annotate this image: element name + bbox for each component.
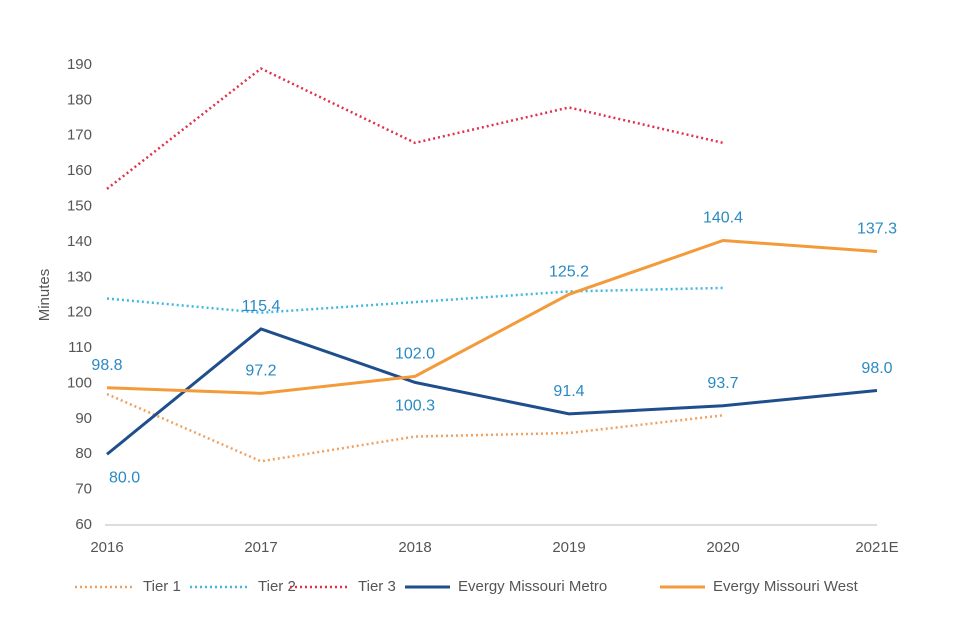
y-tick-label: 140 xyxy=(67,233,92,250)
data-label: 102.0 xyxy=(395,346,435,363)
x-tick-label: 2017 xyxy=(244,539,277,556)
data-label: 98.0 xyxy=(861,360,892,377)
data-label: 100.3 xyxy=(395,398,435,415)
data-label: 93.7 xyxy=(707,375,738,392)
y-tick-label: 60 xyxy=(75,516,92,533)
y-tick-label: 80 xyxy=(75,445,92,462)
data-label: 125.2 xyxy=(549,264,589,281)
x-tick-label: 2018 xyxy=(398,539,431,556)
legend-label: Tier 2 xyxy=(258,578,296,595)
x-tick-label: 2019 xyxy=(552,539,585,556)
y-tick-label: 90 xyxy=(75,410,92,427)
y-tick-label: 160 xyxy=(67,162,92,179)
data-label: 80.0 xyxy=(109,469,140,486)
series-line xyxy=(106,286,724,314)
data-label: 98.8 xyxy=(91,357,122,374)
y-tick-label: 150 xyxy=(67,198,92,215)
x-tick-label: 2020 xyxy=(706,539,739,556)
series-line xyxy=(106,67,724,190)
series-line xyxy=(106,238,878,395)
data-label: 97.2 xyxy=(245,363,276,380)
data-label: 140.4 xyxy=(703,210,743,227)
y-tick-label: 110 xyxy=(68,339,92,356)
y-tick-label: 180 xyxy=(67,91,92,108)
y-tick-label: 120 xyxy=(67,304,92,321)
y-axis-label: Minutes xyxy=(36,269,53,322)
y-tick-label: 170 xyxy=(67,127,92,144)
legend-label: Evergy Missouri Metro xyxy=(458,578,607,595)
legend-label: Tier 3 xyxy=(358,578,396,595)
legend-label: Tier 1 xyxy=(143,578,181,595)
series-line xyxy=(106,327,878,456)
data-label: 137.3 xyxy=(857,221,897,238)
y-tick-label: 70 xyxy=(75,481,92,498)
x-tick-label: 2016 xyxy=(90,539,123,556)
y-tick-label: 100 xyxy=(67,374,92,391)
legend-label: Evergy Missouri West xyxy=(713,578,859,595)
data-label: 115.4 xyxy=(242,298,281,315)
y-tick-label: 190 xyxy=(67,56,92,73)
x-tick-label: 2021E xyxy=(855,539,898,556)
data-label: 91.4 xyxy=(553,383,584,400)
y-tick-label: 130 xyxy=(67,268,92,285)
